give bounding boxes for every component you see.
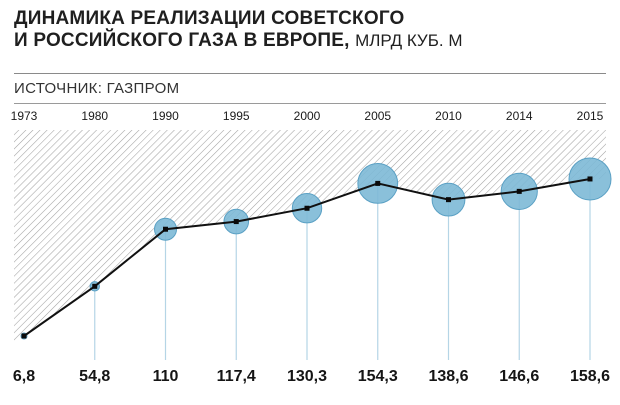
data-point bbox=[516, 188, 522, 194]
data-point bbox=[375, 180, 381, 186]
title-line-2-text: И РОССИЙСКОГО ГАЗА В ЕВРОПЕ, bbox=[14, 30, 350, 51]
x-tick-label: 1973 bbox=[11, 109, 38, 123]
x-tick-label: 2014 bbox=[506, 109, 533, 123]
hatched-area bbox=[14, 130, 606, 344]
title-line-2: И РОССИЙСКОГО ГАЗА В ЕВРОПЕ, МЛРД КУБ. М bbox=[14, 30, 462, 52]
data-point bbox=[446, 197, 451, 203]
data-point bbox=[587, 176, 593, 182]
data-value-label: 154,3 bbox=[358, 368, 398, 385]
data-value-label: 138,6 bbox=[428, 368, 468, 385]
data-value-label: 117,4 bbox=[217, 368, 256, 385]
data-value-label: 54,8 bbox=[79, 368, 110, 385]
x-tick-label: 1995 bbox=[223, 109, 250, 123]
source-label: ИСТОЧНИК: ГАЗПРОМ bbox=[14, 80, 180, 97]
data-point bbox=[233, 219, 239, 225]
x-tick-label: 2010 bbox=[435, 109, 462, 123]
x-tick-label: 2000 bbox=[294, 109, 321, 123]
data-value-label: 158,6 bbox=[570, 368, 610, 385]
data-point bbox=[92, 283, 98, 289]
chart-title: ДИНАМИКА РЕАЛИЗАЦИИ СОВЕТСКОГО И РОССИЙС… bbox=[14, 8, 462, 52]
data-value-label: 146,6 bbox=[499, 368, 539, 385]
title-line-1: ДИНАМИКА РЕАЛИЗАЦИИ СОВЕТСКОГО bbox=[14, 8, 405, 29]
x-tick-label: 1990 bbox=[152, 109, 179, 123]
data-point bbox=[304, 205, 310, 211]
mid-divider bbox=[14, 103, 606, 104]
data-value-label: 130,3 bbox=[287, 368, 327, 385]
x-tick-label: 1980 bbox=[81, 109, 108, 123]
data-point bbox=[21, 333, 27, 339]
unit-label: МЛРД КУБ. М bbox=[355, 31, 463, 50]
data-point bbox=[163, 226, 168, 232]
data-value-label: 6,8 bbox=[13, 368, 35, 385]
x-tick-label: 2015 bbox=[577, 109, 604, 123]
top-divider bbox=[14, 73, 606, 74]
x-tick-label: 2005 bbox=[364, 109, 391, 123]
data-value-label: 110 bbox=[153, 368, 179, 385]
